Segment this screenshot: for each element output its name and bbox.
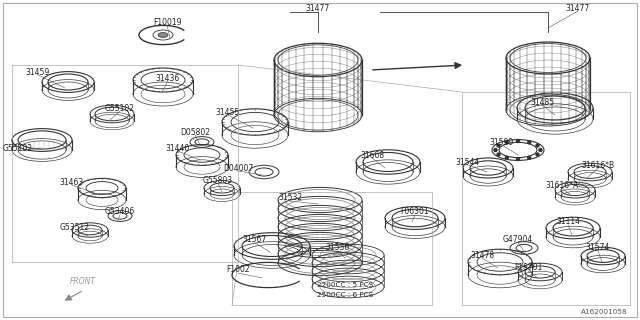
- Text: 31616*A: 31616*A: [545, 180, 579, 189]
- Text: F06301: F06301: [401, 207, 429, 217]
- Text: 31485: 31485: [530, 98, 554, 107]
- Circle shape: [505, 141, 508, 144]
- Circle shape: [528, 141, 531, 144]
- Text: 31463: 31463: [60, 178, 84, 187]
- Text: F1002: F1002: [226, 266, 250, 275]
- Ellipse shape: [158, 33, 168, 37]
- Text: 2200CC : 5 PCS: 2200CC : 5 PCS: [317, 282, 373, 288]
- Circle shape: [505, 156, 508, 159]
- Text: G55803: G55803: [203, 175, 233, 185]
- Text: G53512: G53512: [60, 223, 90, 233]
- Text: 31455: 31455: [216, 108, 240, 116]
- Circle shape: [536, 144, 539, 147]
- Text: F10019: F10019: [153, 18, 181, 27]
- Text: 31114: 31114: [556, 218, 580, 227]
- Text: 31459: 31459: [26, 68, 50, 76]
- Circle shape: [528, 156, 531, 159]
- Text: 31440: 31440: [166, 143, 190, 153]
- Circle shape: [516, 157, 520, 161]
- Text: 31436: 31436: [156, 74, 180, 83]
- Text: 31567: 31567: [243, 236, 267, 244]
- Circle shape: [516, 140, 520, 142]
- Text: 31616*B: 31616*B: [581, 161, 614, 170]
- Text: FRONT: FRONT: [70, 277, 96, 286]
- Text: 31544: 31544: [456, 157, 480, 166]
- Text: G55102: G55102: [105, 103, 135, 113]
- Text: 31532: 31532: [278, 194, 302, 203]
- Circle shape: [539, 148, 542, 151]
- Text: G47904: G47904: [503, 236, 533, 244]
- Circle shape: [494, 148, 497, 151]
- Text: 2500CC : 6 PCS: 2500CC : 6 PCS: [317, 292, 373, 298]
- Text: 31668: 31668: [360, 150, 384, 159]
- Text: 31477: 31477: [306, 4, 330, 12]
- Circle shape: [497, 153, 500, 156]
- Text: 31478: 31478: [470, 251, 494, 260]
- Text: F18701: F18701: [514, 263, 542, 273]
- Circle shape: [497, 144, 500, 147]
- Text: 31599: 31599: [490, 138, 514, 147]
- Text: 31574: 31574: [586, 244, 610, 252]
- Text: 31477: 31477: [566, 4, 590, 12]
- Text: D04007: D04007: [223, 164, 253, 172]
- Text: G55102: G55102: [3, 143, 33, 153]
- Circle shape: [536, 153, 539, 156]
- Text: G53406: G53406: [105, 207, 135, 217]
- Text: 31536: 31536: [326, 244, 350, 252]
- Text: A162001058: A162001058: [581, 309, 628, 315]
- Text: D05802: D05802: [180, 127, 210, 137]
